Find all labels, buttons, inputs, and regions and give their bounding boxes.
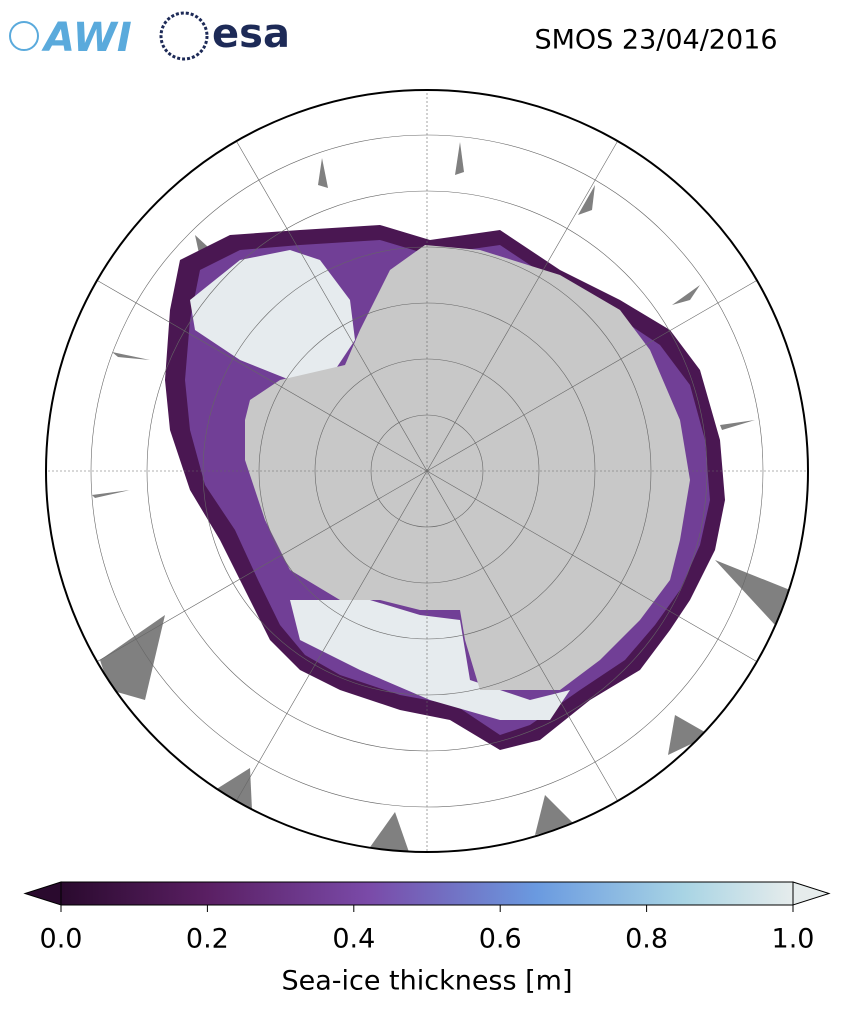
map-frame bbox=[45, 89, 809, 853]
colorbar-under bbox=[23, 881, 62, 906]
colorbar-tick-label: 0.8 bbox=[625, 924, 668, 955]
title: SMOS 23/04/2016 bbox=[534, 25, 777, 56]
awi-logo: AWI bbox=[41, 15, 132, 61]
graticule bbox=[46, 90, 808, 852]
colorbar: Sea-ice thickness [m] 0.0 0.2 0.4 0.6 0.8 1.0 bbox=[23, 881, 831, 997]
colorbar-tick-label: 0.2 bbox=[186, 924, 229, 955]
map bbox=[46, 90, 808, 852]
colorbar-ramp bbox=[60, 881, 794, 906]
esa-logo: esa bbox=[212, 11, 290, 57]
icebergs bbox=[92, 142, 790, 852]
colorbar-tick-label: 1.0 bbox=[772, 924, 815, 955]
logos: AWI esa bbox=[9, 11, 290, 61]
antarctica bbox=[245, 245, 690, 690]
colorbar-tick-label: 0.0 bbox=[40, 924, 83, 955]
weddell-ice bbox=[190, 250, 355, 380]
colorbar-label: Sea-ice thickness [m] bbox=[281, 966, 572, 997]
colorbar-tick-label: 0.6 bbox=[479, 924, 522, 955]
esa-emblem bbox=[159, 11, 209, 61]
colorbar-over bbox=[792, 881, 831, 906]
awi-globe bbox=[9, 21, 39, 51]
colorbar-tick-label: 0.4 bbox=[332, 924, 375, 955]
